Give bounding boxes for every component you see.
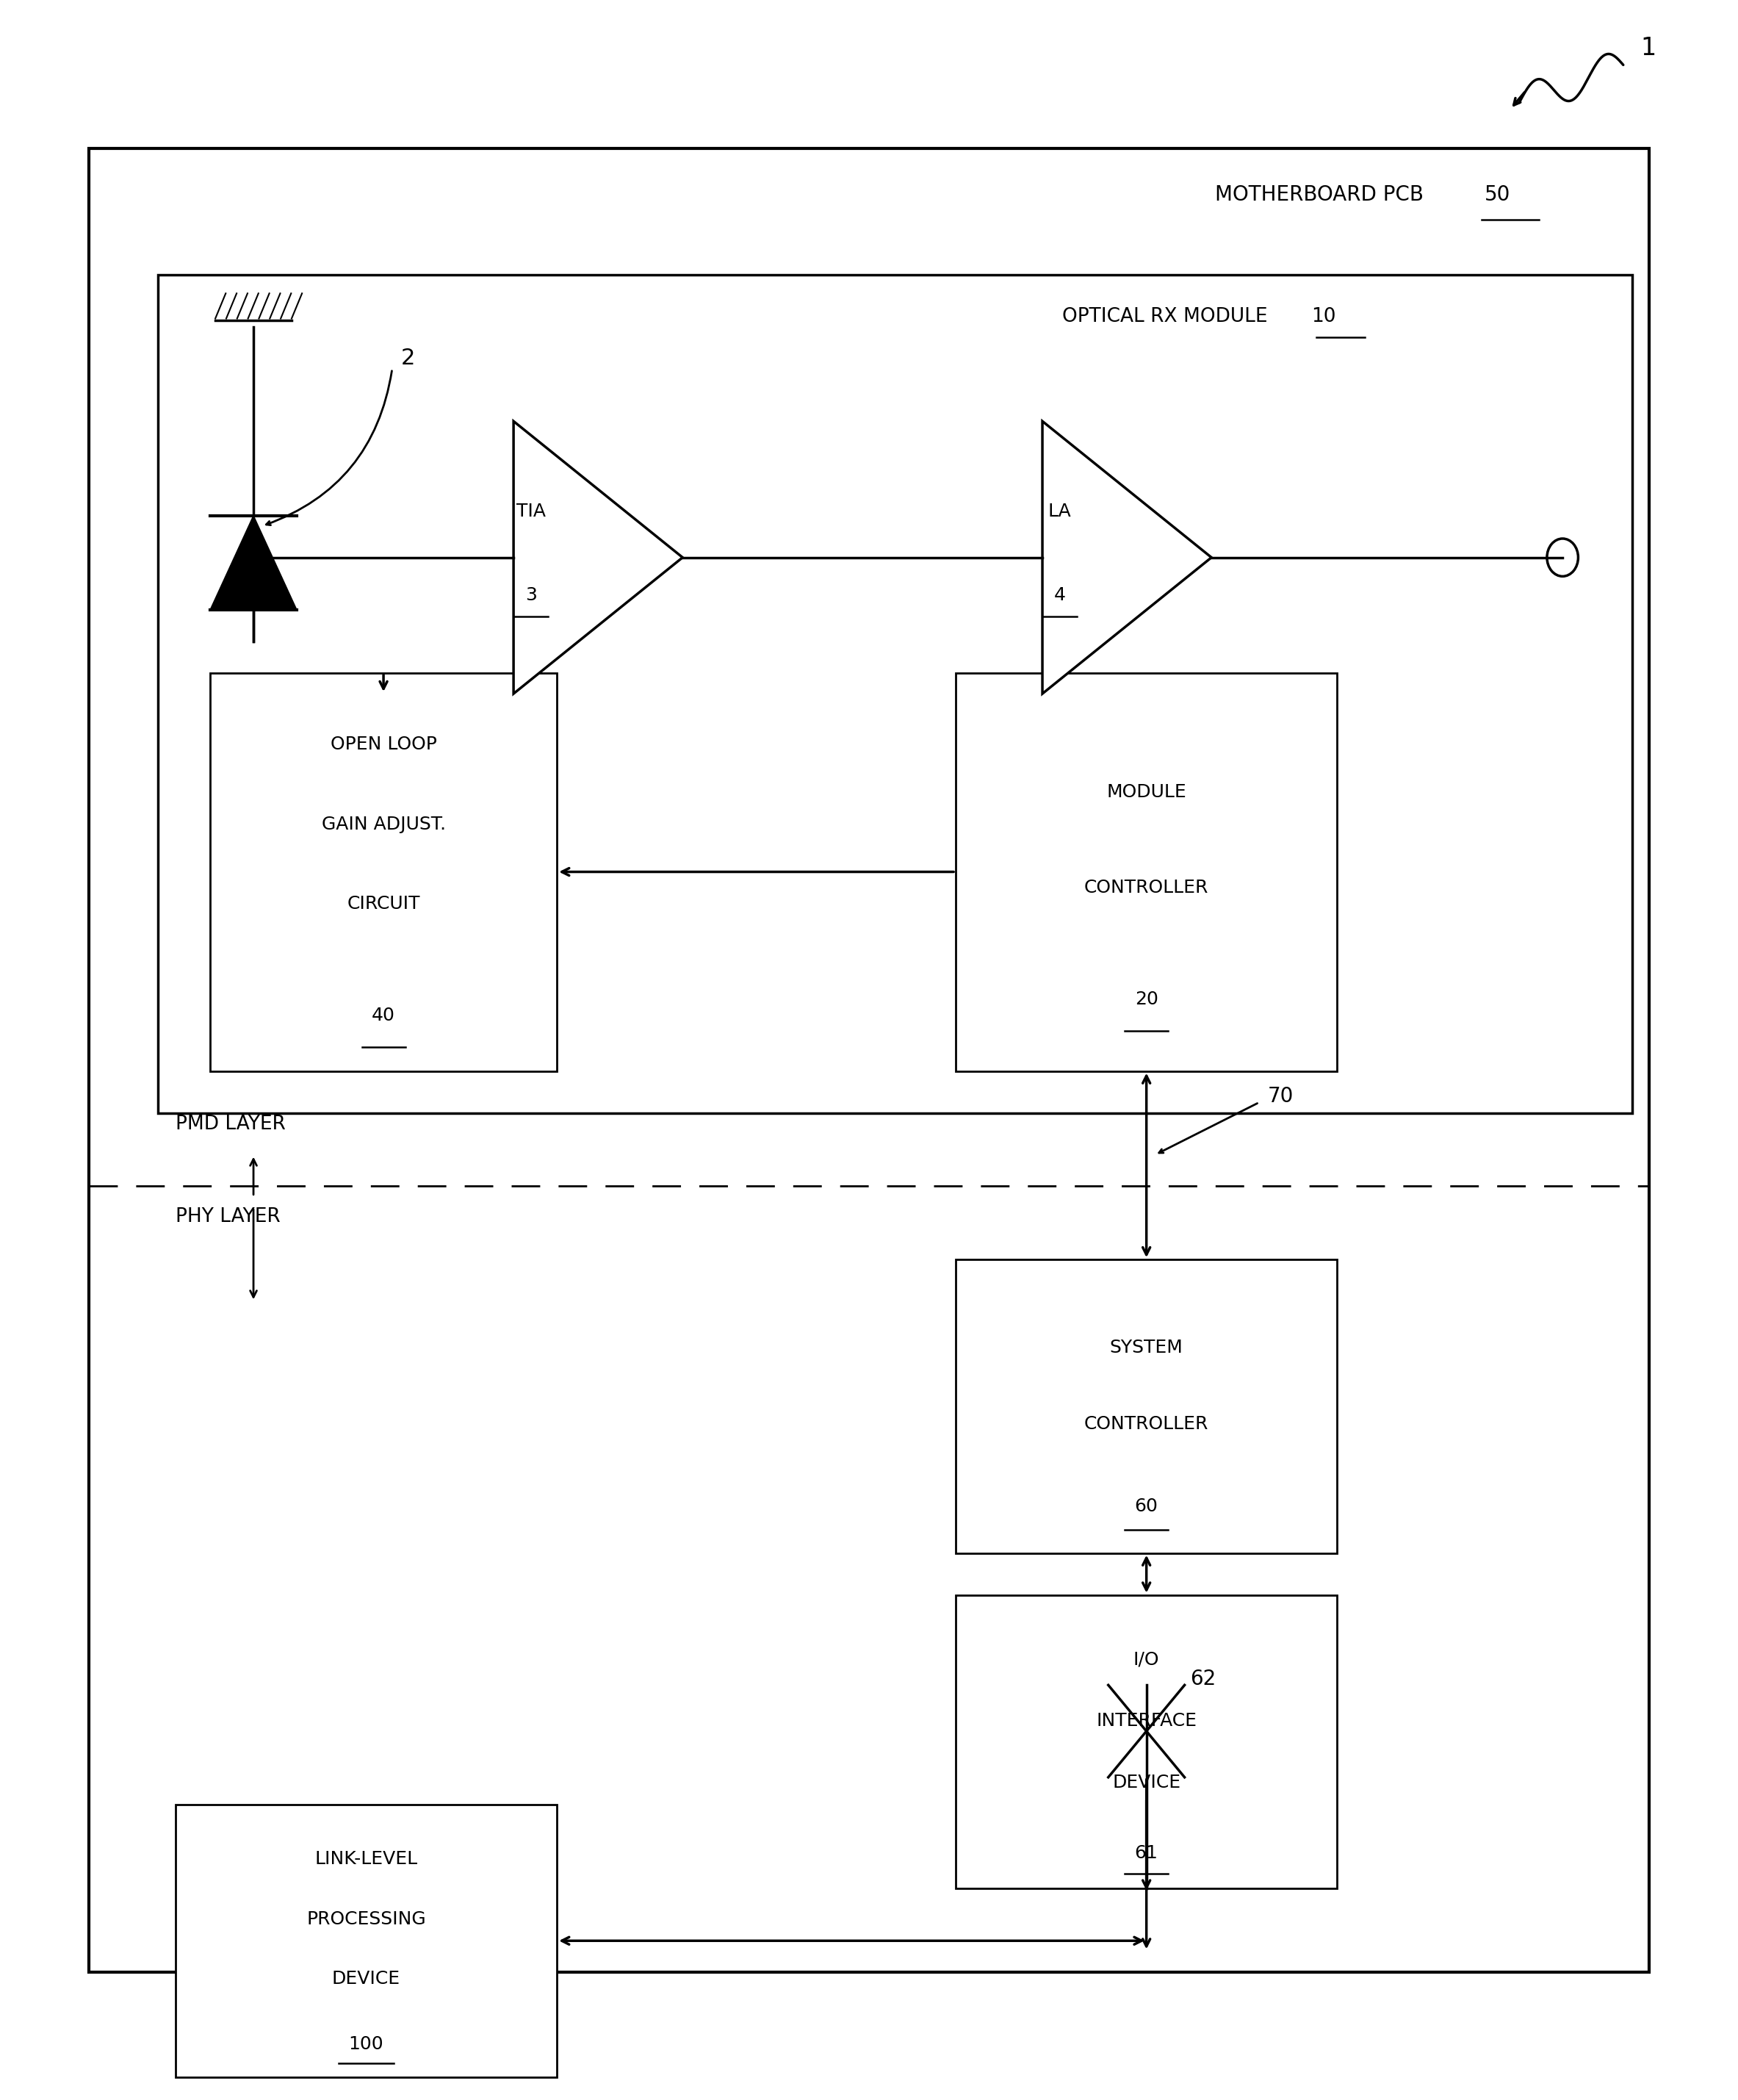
Text: SYSTEM: SYSTEM [1111,1340,1184,1357]
Text: OPTICAL RX MODULE: OPTICAL RX MODULE [1062,307,1267,326]
Text: PHY LAYER: PHY LAYER [176,1208,280,1226]
Bar [956,1594,1337,1888]
Text: 40: 40 [372,1006,395,1025]
Text: 61: 61 [1135,1844,1158,1863]
Text: CONTROLLER: CONTROLLER [1085,880,1208,897]
Text: 60: 60 [1135,1497,1158,1514]
Text: DEVICE: DEVICE [1112,1774,1180,1791]
Text: 20: 20 [1135,991,1158,1008]
Bar [956,1260,1337,1554]
Bar [956,672,1337,1071]
Text: 70: 70 [1267,1086,1293,1107]
Text: LINK-LEVEL: LINK-LEVEL [315,1850,417,1867]
Text: MOTHERBOARD PCB: MOTHERBOARD PCB [1215,185,1423,206]
Polygon shape [1043,422,1211,693]
Text: 2: 2 [401,349,415,370]
Text: LA: LA [1048,502,1071,521]
Text: CIRCUIT: CIRCUIT [348,895,421,914]
Text: MODULE: MODULE [1107,783,1187,800]
Text: 100: 100 [349,2035,384,2054]
Text: PMD LAYER: PMD LAYER [176,1115,285,1134]
Text: 3: 3 [525,586,537,605]
Text: PROCESSING: PROCESSING [306,1911,426,1928]
Text: OPEN LOOP: OPEN LOOP [330,735,436,754]
Bar [158,275,1632,1113]
Text: TIA: TIA [516,502,546,521]
Bar [89,149,1649,1972]
Polygon shape [210,514,297,609]
Bar [210,672,556,1071]
Text: I/O: I/O [1133,1651,1159,1667]
Polygon shape [513,422,683,693]
Text: INTERFACE: INTERFACE [1097,1712,1197,1730]
Text: 62: 62 [1191,1670,1215,1688]
Text: 1: 1 [1641,36,1656,61]
Bar [176,1804,556,2077]
Text: CONTROLLER: CONTROLLER [1085,1415,1208,1432]
Text: 10: 10 [1310,307,1337,326]
Text: 50: 50 [1484,185,1510,206]
Text: DEVICE: DEVICE [332,1970,400,1989]
Text: 4: 4 [1053,586,1065,605]
Text: GAIN ADJUST.: GAIN ADJUST. [322,815,445,834]
